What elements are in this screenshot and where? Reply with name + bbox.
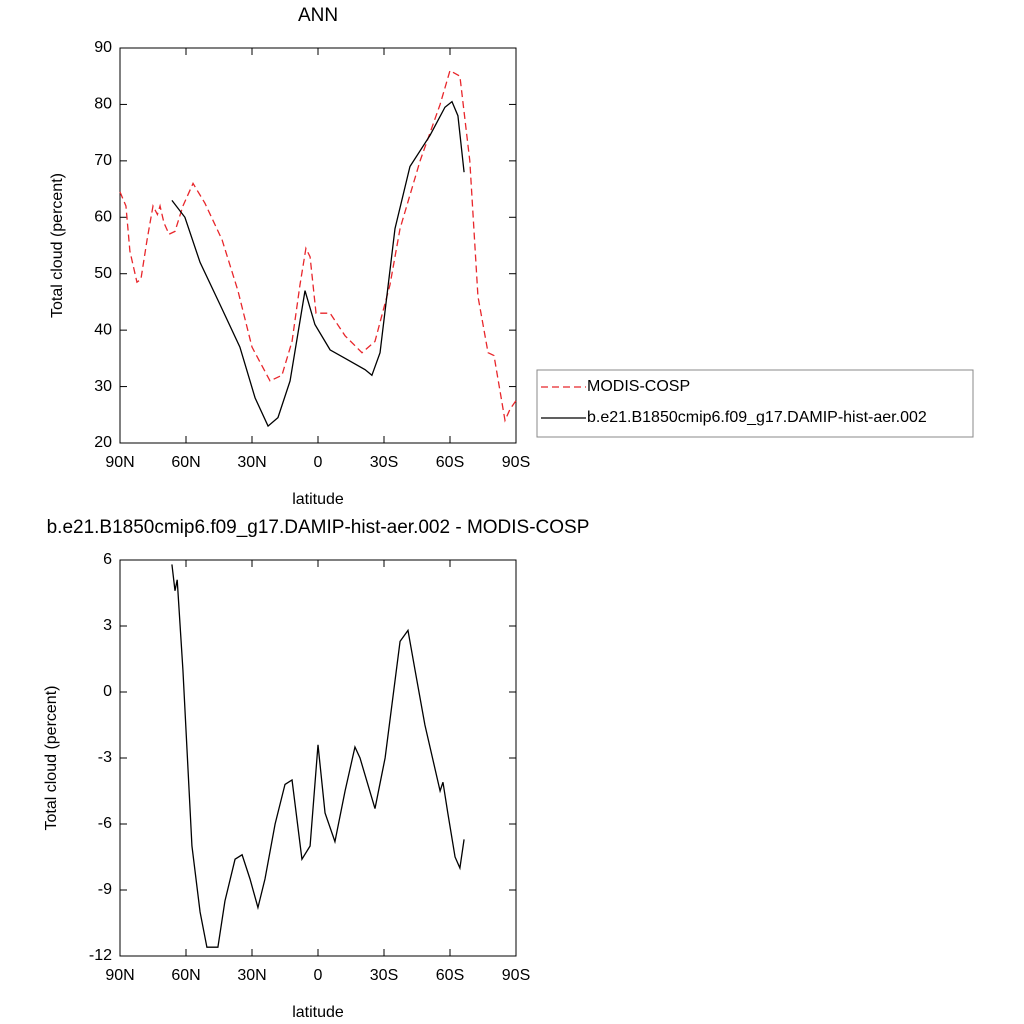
y-tick-label: 20	[94, 434, 112, 451]
y-tick-label: 40	[94, 321, 112, 338]
x-tick-label: 0	[314, 967, 323, 984]
x-tick-label: 0	[314, 454, 323, 471]
x-axis-label: latitude	[292, 1004, 344, 1021]
x-tick-label: 90S	[502, 454, 530, 471]
plot-frame	[119, 47, 517, 444]
data-line	[171, 564, 465, 948]
x-tick-label: 90N	[105, 454, 134, 471]
x-tick-label: 60N	[171, 967, 200, 984]
y-tick-label: 0	[103, 683, 112, 700]
y-tick-label: -3	[98, 749, 112, 766]
legend-box	[536, 369, 974, 438]
y-axis-label: Total cloud (percent)	[43, 686, 60, 831]
y-tick-label: 6	[103, 551, 112, 568]
x-tick-label: 60S	[436, 967, 464, 984]
x-tick-label: 60S	[436, 454, 464, 471]
chart-title: b.e21.B1850cmip6.f09_g17.DAMIP-hist-aer.…	[47, 517, 590, 538]
y-tick-label: 90	[94, 39, 112, 56]
x-tick-label: 30S	[370, 454, 398, 471]
data-line	[119, 69, 517, 423]
y-axis-label: Total cloud (percent)	[49, 173, 66, 318]
y-tick-label: 70	[94, 152, 112, 169]
legend-label: b.e21.B1850cmip6.f09_g17.DAMIP-hist-aer.…	[587, 409, 927, 426]
chart-title: ANN	[298, 5, 338, 26]
x-axis-label: latitude	[292, 491, 344, 508]
y-tick-label: 30	[94, 378, 112, 395]
y-tick-label: 60	[94, 209, 112, 226]
data-line	[171, 100, 465, 428]
x-tick-label: 90S	[502, 967, 530, 984]
y-tick-label: -9	[98, 881, 112, 898]
y-tick-label: -6	[98, 815, 112, 832]
y-tick-label: -12	[89, 947, 112, 964]
x-tick-label: 90N	[105, 967, 134, 984]
x-tick-label: 30N	[237, 454, 266, 471]
legend-label: MODIS-COSP	[587, 378, 690, 395]
y-tick-label: 80	[94, 96, 112, 113]
x-tick-label: 30N	[237, 967, 266, 984]
x-tick-label: 60N	[171, 454, 200, 471]
y-tick-label: 3	[103, 617, 112, 634]
x-tick-label: 30S	[370, 967, 398, 984]
y-tick-label: 50	[94, 265, 112, 282]
